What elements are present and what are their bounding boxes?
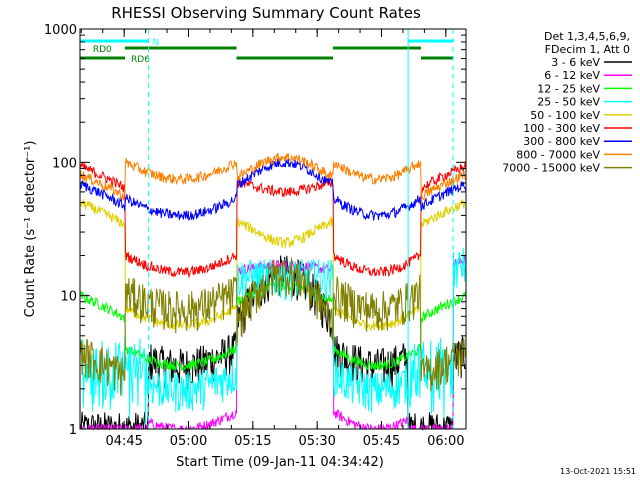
generation-timestamp: 13-Oct-2021 15:51 <box>560 467 636 476</box>
flag-rd6-label: RD6 <box>131 55 150 65</box>
y-tick-label: 100 <box>52 156 77 171</box>
series-line-5 <box>79 198 467 332</box>
series-line-7 <box>79 158 467 221</box>
chart-title: RHESSI Observing Summary Count Rates <box>111 4 421 22</box>
y-axis-label: Count Rate (s⁻¹ detector⁻¹) <box>23 141 38 318</box>
legend-entry-label: 7000 - 15000 keV <box>502 162 600 175</box>
y-tick-label: 1 <box>69 423 77 438</box>
series-line-9 <box>79 257 467 396</box>
x-tick-label: 04:45 <box>105 434 142 449</box>
plot-frame <box>79 28 467 430</box>
legend-entry-label: 25 - 50 keV <box>537 96 600 109</box>
series-line-6 <box>79 161 467 279</box>
flag-n-label: N <box>153 38 160 48</box>
x-axis: 04:45 05:00 05:15 05:30 05:45 06:00 <box>80 29 465 449</box>
y-axis: 1 10 100 1000 <box>44 23 466 438</box>
legend-entry-label: 300 - 800 keV <box>523 135 600 148</box>
legend-entry-label: 50 - 100 keV <box>530 109 600 122</box>
x-tick-label: 06:00 <box>427 434 464 449</box>
legend: Det 1,3,4,5,6,9,FDecim 1, Att 03 - 6 keV… <box>502 30 632 175</box>
legend-entry-label: 3 - 6 keV <box>551 56 600 69</box>
legend-entry-label: 6 - 12 keV <box>544 69 600 82</box>
legend-entry-label: 800 - 7000 keV <box>516 148 600 161</box>
x-tick-label: 05:45 <box>363 434 400 449</box>
legend-entry-label: 100 - 300 keV <box>523 122 600 135</box>
legend-entry-label: 12 - 25 keV <box>537 82 600 95</box>
x-axis-label: Start Time (09-Jan-11 04:34:42) <box>176 455 384 470</box>
x-tick-label: 05:00 <box>170 434 207 449</box>
x-tick-label: 05:30 <box>298 434 335 449</box>
legend-header-line: Det 1,3,4,5,6,9, <box>544 30 630 43</box>
x-tick-label: 05:15 <box>234 434 271 449</box>
flag-rd0-label: RD0 <box>93 45 112 55</box>
y-tick-label: 1000 <box>44 23 77 38</box>
y-tick-label: 10 <box>60 290 77 305</box>
flags-layer: N RD0 RD6 <box>80 38 454 65</box>
legend-header-line: FDecim 1, Att 0 <box>545 43 630 56</box>
series-line-8 <box>79 152 466 201</box>
